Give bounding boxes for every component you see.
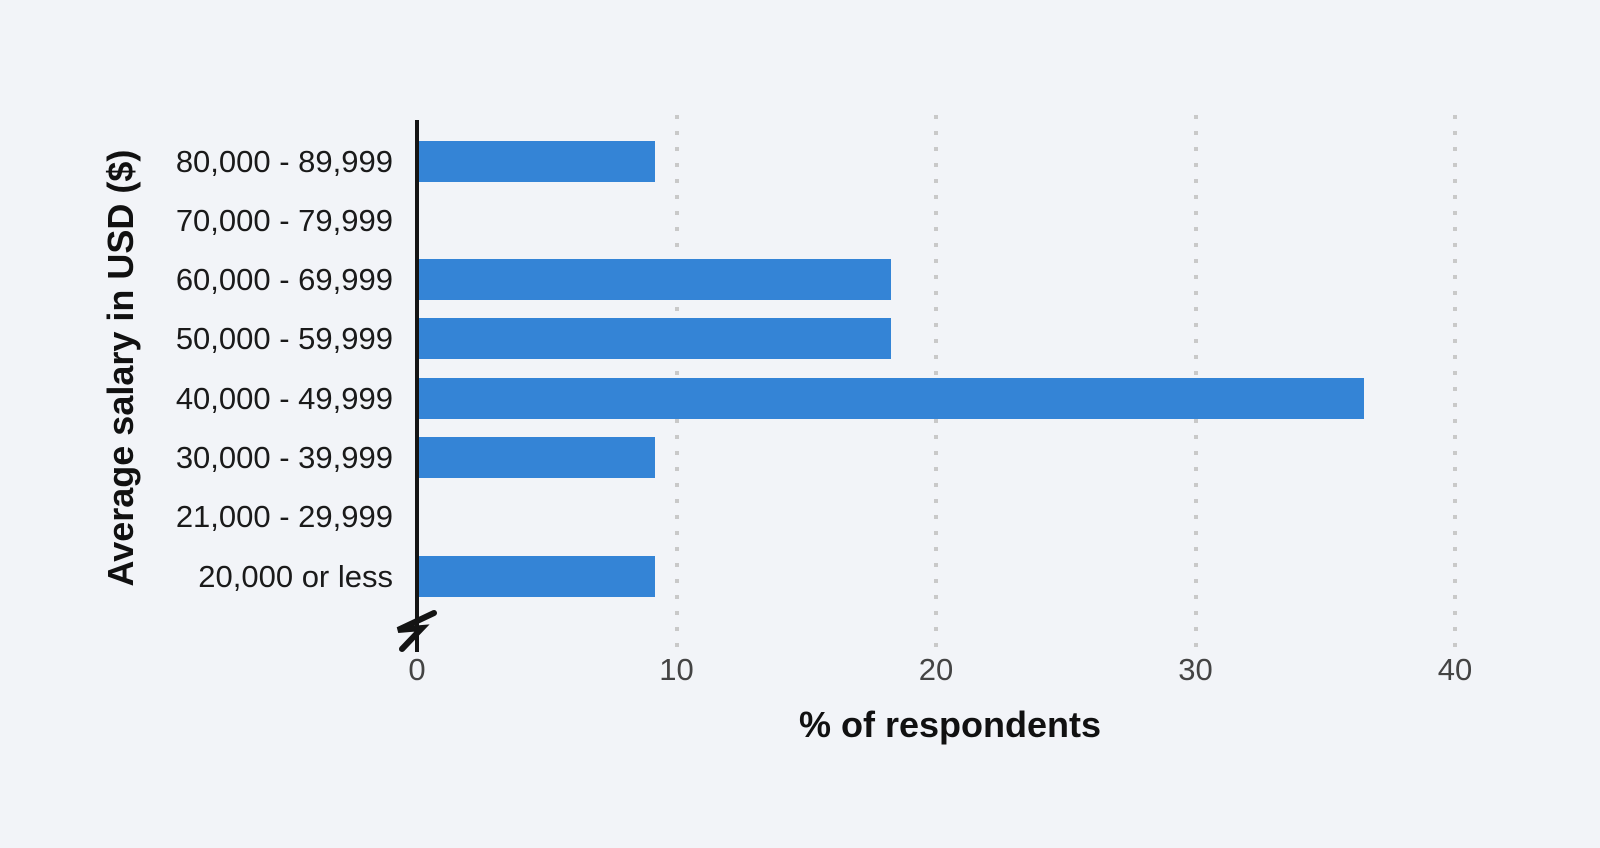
axis-break-icon: [396, 610, 437, 652]
category-label: 70,000 - 79,999: [175, 202, 393, 238]
bar: [419, 555, 656, 597]
bar: [419, 377, 1364, 419]
x-tick-label-10: 10: [659, 652, 694, 687]
y-axis-title: Average salary in USD ($): [100, 149, 141, 587]
category-label: 40,000 - 49,999: [175, 380, 393, 416]
bar: [419, 140, 656, 182]
x-axis-title: % of respondents: [798, 704, 1102, 745]
y-axis-line: [415, 120, 419, 652]
category-label: 80,000 - 89,999: [175, 143, 393, 179]
category-label: 50,000 - 59,999: [175, 321, 393, 357]
category-label: 20,000 or less: [198, 558, 393, 594]
bar: [419, 318, 892, 360]
x-tick-label-30: 30: [1178, 652, 1213, 687]
bar: [419, 259, 892, 301]
category-label: 30,000 - 39,999: [175, 440, 393, 475]
bar: [419, 437, 656, 478]
x-tick-label-40: 40: [1437, 652, 1473, 687]
gridline-x-40: [1453, 115, 1457, 648]
x-tick-label-20: 20: [918, 652, 954, 687]
category-label: 21,000 - 29,999: [175, 499, 393, 535]
x-tick-label-0: 0: [408, 652, 426, 687]
category-label: 60,000 - 69,999: [175, 262, 393, 298]
